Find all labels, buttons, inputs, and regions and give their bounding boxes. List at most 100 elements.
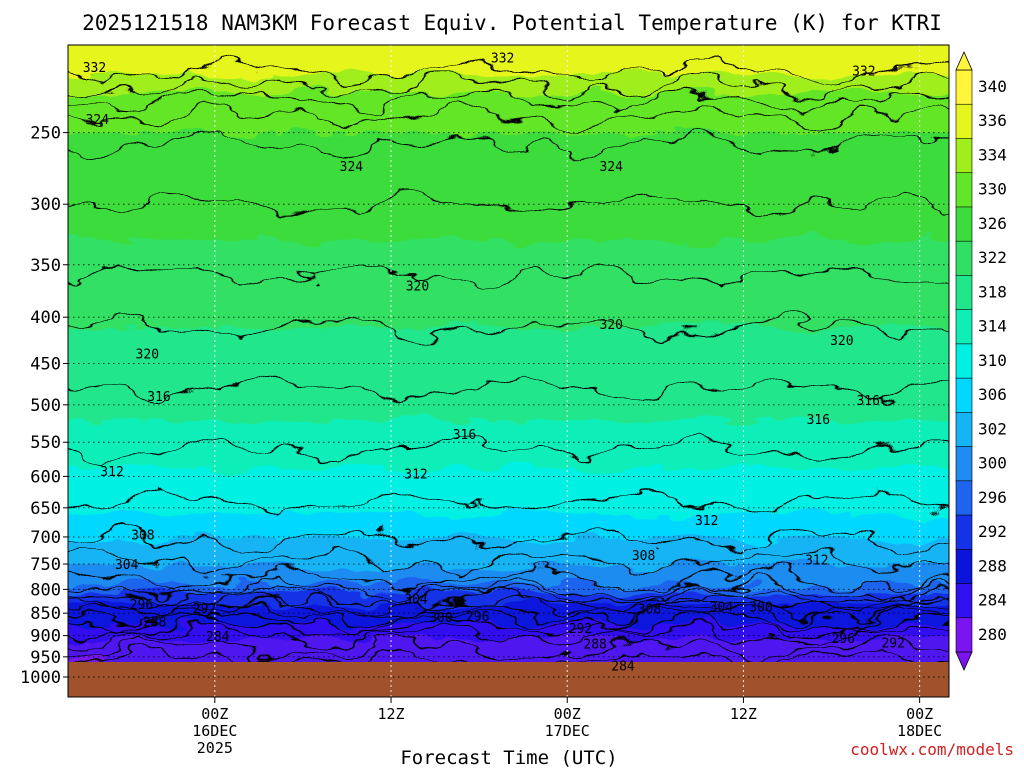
colorbar-label: 310 <box>978 351 1007 370</box>
colorbar-swatch <box>955 103 973 140</box>
x-tick-label: 00Z <box>906 705 933 723</box>
contour-label: 300 <box>749 601 772 616</box>
colorbar-swatch <box>955 514 973 551</box>
colorbar-swatch <box>955 480 973 516</box>
colorbar-swatch <box>955 412 973 448</box>
colorbar-label: 296 <box>978 488 1007 507</box>
colorbar-label: 340 <box>978 77 1007 96</box>
y-tick-label: 800 <box>30 580 61 600</box>
contour-label: 284 <box>611 659 635 674</box>
contour-label: 320 <box>600 318 623 333</box>
contour-line <box>68 595 949 619</box>
contour-label: 316 <box>856 394 879 409</box>
x-tick-label: 12Z <box>730 705 757 723</box>
contour-line <box>68 582 949 609</box>
contour-line <box>68 435 949 463</box>
contour-label: 292 <box>569 622 592 637</box>
credit-text: coolwx.com/models <box>850 740 1014 759</box>
contour-label: 292 <box>193 602 216 617</box>
colorbar-label: 326 <box>978 214 1007 233</box>
chart-title: 2025121518 NAM3KM Forecast Equiv. Potent… <box>82 11 942 35</box>
contour-label: 288 <box>143 615 166 630</box>
contour-line <box>68 59 949 84</box>
contour-line <box>68 635 949 662</box>
contour-line <box>68 88 949 112</box>
contour-label: 304 <box>115 558 139 573</box>
y-tick-label: 350 <box>30 256 61 276</box>
colorbar-swatch <box>955 446 973 482</box>
contour-label: 296 <box>130 598 153 613</box>
contour-label: 296 <box>832 632 855 647</box>
contour-line <box>68 575 949 603</box>
contour-label: 312 <box>695 514 718 529</box>
contour-label: 332 <box>491 52 514 67</box>
contour-label: 324 <box>600 160 624 175</box>
y-tick-label: 750 <box>30 555 61 575</box>
x-tick-label: 00Z <box>554 705 581 723</box>
y-tick-label: 900 <box>30 627 61 647</box>
contour-label: 296 <box>466 610 489 625</box>
contour-label: 320 <box>830 334 853 349</box>
colorbar-swatch <box>955 69 973 106</box>
contour-label: 284 <box>206 630 230 645</box>
contour-line <box>68 601 949 627</box>
y-tick-label: 950 <box>30 648 61 668</box>
contour-label: 308 <box>131 528 154 543</box>
contour-label: 316 <box>453 428 476 443</box>
colorbar-label: 330 <box>978 180 1007 199</box>
contour-line <box>68 191 949 218</box>
colorbar-swatch <box>955 206 973 242</box>
x-tick-label: 18DEC <box>897 722 942 740</box>
contour-line <box>68 622 949 649</box>
contour-line <box>68 262 949 289</box>
x-tick-label: 00Z <box>201 705 228 723</box>
contour-label: 312 <box>805 553 828 568</box>
y-tick-label: 250 <box>30 124 61 144</box>
ground-surface <box>68 662 949 697</box>
contour-line <box>68 314 949 340</box>
y-tick-label: 300 <box>30 195 61 215</box>
colorbar-swatch <box>955 275 973 311</box>
colorbar-label: 334 <box>978 145 1007 164</box>
colorbar-swatch <box>955 377 973 414</box>
contour-label: 316 <box>807 413 830 428</box>
colorbar-min-arrow <box>955 651 973 671</box>
contour-line <box>68 73 949 99</box>
contour-label: 320 <box>136 348 159 363</box>
contour-label: 320 <box>406 280 429 295</box>
colorbar-swatch <box>955 583 973 619</box>
contour-label: 304 <box>710 601 734 616</box>
y-tick-label: 600 <box>30 467 61 487</box>
contour-label: 308 <box>632 549 655 564</box>
y-tick-label: 550 <box>30 433 61 453</box>
y-tick-label: 700 <box>30 528 61 548</box>
colorbar-label: 314 <box>978 317 1007 336</box>
x-tick-label: 17DEC <box>545 722 590 740</box>
colorbar-swatch <box>955 343 973 379</box>
y-axis: 250 300 350 400 450 500 550 600 650 700 750 800 850 9… <box>20 124 68 688</box>
colorbar-label: 318 <box>978 282 1007 301</box>
colorbar-label: 300 <box>978 454 1007 473</box>
colorbar-swatch <box>955 309 973 345</box>
colorbar-label: 322 <box>978 248 1007 267</box>
x-tick-label: 16DEC <box>192 722 237 740</box>
contour-line <box>68 103 949 130</box>
contour-label: 324 <box>340 160 364 175</box>
colorbar-swatch <box>955 548 973 585</box>
plot-area: 332 332 332 324 324 324 320 320 320 320 316 316 316 3… <box>68 45 949 697</box>
y-tick-label: 650 <box>30 499 61 519</box>
colorbar-label: 280 <box>978 625 1007 644</box>
contour-label: 316 <box>147 390 170 405</box>
colorbar-swatch <box>955 617 973 653</box>
colorbar-label: 284 <box>978 591 1007 610</box>
plot-frame <box>67 44 950 698</box>
contour-line <box>68 526 949 553</box>
x-tick-label: 12Z <box>377 705 404 723</box>
contour-label: 332 <box>852 65 875 80</box>
contour-line <box>68 548 949 575</box>
y-tick-label: 500 <box>30 396 61 416</box>
colorbar-label: 292 <box>978 522 1007 541</box>
contour-label: 304 <box>404 593 428 608</box>
colorbar-swatch <box>955 240 973 277</box>
